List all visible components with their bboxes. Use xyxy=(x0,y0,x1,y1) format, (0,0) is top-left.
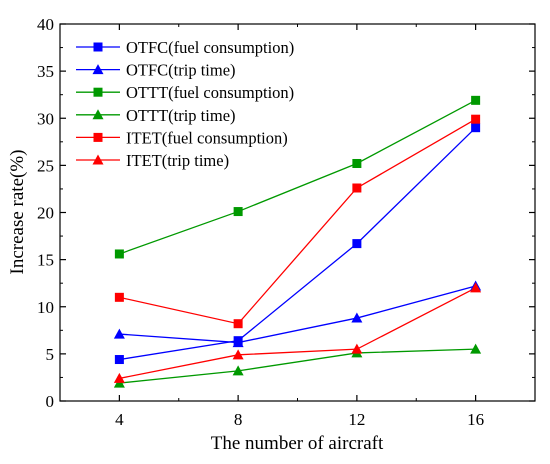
data-point-s5-0 xyxy=(113,372,125,383)
legend-marker xyxy=(92,154,104,165)
y-tick-label: 40 xyxy=(37,15,54,34)
data-point-s2-3 xyxy=(471,95,481,105)
y-tick-label: 35 xyxy=(37,62,54,81)
x-tick-label: 4 xyxy=(115,410,124,429)
data-point-s4-2 xyxy=(352,183,362,193)
legend-entry: ITET(trip time) xyxy=(126,151,229,170)
y-axis: 0 5 10 15 20 25 30 35 40 xyxy=(37,15,535,411)
y-tick-label: 10 xyxy=(37,298,54,317)
data-point-s4-0 xyxy=(114,292,124,302)
series-line-5 xyxy=(119,287,476,380)
y-axis-label: Increase rate(%) xyxy=(7,150,28,275)
data-point-s1-0 xyxy=(113,328,125,339)
y-tick-label: 30 xyxy=(37,109,54,128)
legend-entry: OTFC(trip time) xyxy=(126,61,236,80)
legend-marker xyxy=(92,64,104,75)
data-point-s5-1 xyxy=(232,349,244,360)
series-line-3 xyxy=(119,348,476,384)
data-point-s3-3 xyxy=(470,343,482,354)
data-point-s4-1 xyxy=(233,319,243,329)
x-tick-label: 16 xyxy=(467,410,484,429)
x-axis-label: The number of aircraft xyxy=(211,433,384,454)
x-tick-label: 8 xyxy=(234,410,243,429)
plot-area xyxy=(59,23,536,402)
x-tick-label: 12 xyxy=(348,410,365,429)
data-point-s5-3 xyxy=(470,282,482,293)
series-line-2 xyxy=(119,99,476,255)
x-axis: 4 8 12 16 xyxy=(59,24,536,429)
legend-marker xyxy=(93,132,103,142)
legend-entry: ITET(fuel consumption) xyxy=(126,128,288,147)
legend-entry: OTTT(fuel consumption) xyxy=(126,83,294,102)
data-point-s3-1 xyxy=(232,365,244,376)
y-tick-label: 5 xyxy=(46,345,55,364)
y-tick-label: 20 xyxy=(37,204,54,223)
data-point-s5-2 xyxy=(351,343,363,354)
y-tick-label: 15 xyxy=(37,251,54,270)
series-line-4 xyxy=(119,118,476,325)
legend-marker xyxy=(93,42,103,52)
legend-entry: OTTT(trip time) xyxy=(126,106,236,125)
y-tick-label: 25 xyxy=(37,156,54,175)
y-tick-label: 0 xyxy=(46,392,55,411)
data-point-s1-2 xyxy=(351,312,363,323)
legend-marker xyxy=(93,87,103,97)
data-point-s2-1 xyxy=(233,207,243,217)
data-point-s1-1 xyxy=(232,337,244,348)
legend-marker xyxy=(92,109,104,120)
series-lines xyxy=(119,99,477,384)
data-point-s4-3 xyxy=(471,114,481,124)
legend-entry: OTFC(fuel consumption) xyxy=(126,38,294,57)
series-line-0 xyxy=(119,127,477,361)
data-point-s0-0 xyxy=(114,355,124,365)
data-point-s2-0 xyxy=(114,249,124,259)
series-markers xyxy=(113,95,482,388)
data-point-s2-2 xyxy=(352,158,362,168)
data-point-s0-3 xyxy=(471,123,481,133)
series-line-1 xyxy=(119,285,476,344)
data-point-s0-2 xyxy=(352,239,362,249)
legend: OTFC(fuel consumption) OTFC(trip time) OTT… xyxy=(76,38,294,170)
